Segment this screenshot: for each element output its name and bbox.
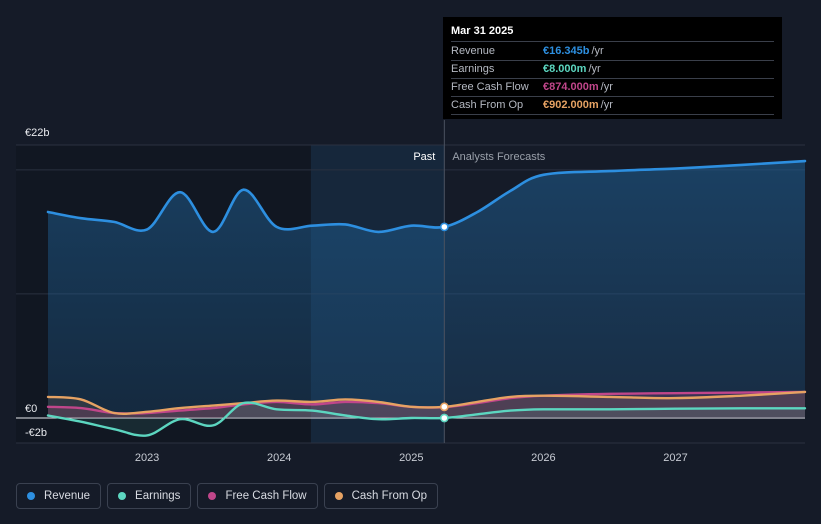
tooltip-label: Free Cash Flow xyxy=(451,81,529,93)
series-areas xyxy=(48,161,805,436)
legend-item-earnings[interactable]: Earnings xyxy=(107,483,192,509)
tooltip-unit: /yr xyxy=(591,45,604,57)
x-tick-label: 2024 xyxy=(267,452,291,464)
tooltip-value: €8.000m xyxy=(543,63,587,75)
tooltip-date: Mar 31 2025 xyxy=(451,24,774,42)
x-tick-label: 2026 xyxy=(531,452,555,464)
tooltip-label: Cash From Op xyxy=(451,99,524,111)
tooltip-label: Revenue xyxy=(451,45,496,57)
y-tick-label: €22b xyxy=(25,127,49,139)
tooltip-value: €902.000m xyxy=(543,99,599,111)
legend-dot-icon xyxy=(334,492,343,500)
marker-cash-from-op xyxy=(439,402,449,412)
y-tick-label: €0 xyxy=(25,403,37,415)
legend-item-free-cash-flow[interactable]: Free Cash Flow xyxy=(197,483,318,509)
tooltip-value: €16.345b xyxy=(543,45,590,57)
series-area-cash-from-op xyxy=(48,391,805,418)
x-tick-label: 2027 xyxy=(663,452,687,464)
tooltip: Mar 31 2025 Revenue €16.345b /yr Earning… xyxy=(443,17,782,119)
tooltip-label: Earnings xyxy=(451,63,495,75)
x-tick-label: 2025 xyxy=(399,452,423,464)
tooltip-unit: /yr xyxy=(588,63,601,75)
marker-revenue xyxy=(439,222,449,232)
series-area-revenue xyxy=(48,161,805,418)
tooltip-row-cash-from-op: Cash From Op €902.000m /yr xyxy=(451,97,774,115)
tooltip-unit: /yr xyxy=(600,99,613,111)
series-line-free-cash-flow xyxy=(46,390,807,415)
legend-label: Earnings xyxy=(135,490,181,502)
tooltip-unit: /yr xyxy=(600,81,613,93)
legend-dot-icon xyxy=(118,492,127,500)
legend-label: Cash From Op xyxy=(351,490,428,502)
legend-label: Free Cash Flow xyxy=(225,490,307,502)
tooltip-row-revenue: Revenue €16.345b /yr xyxy=(451,43,774,61)
forecast-label: Analysts Forecasts xyxy=(452,151,545,163)
series-area-earnings xyxy=(48,402,805,436)
tooltip-row-free-cash-flow: Free Cash Flow €874.000m /yr xyxy=(451,79,774,97)
legend-item-cash-from-op[interactable]: Cash From Op xyxy=(323,483,439,509)
series-area-free-cash-flow xyxy=(48,391,805,418)
past-label: Past xyxy=(413,151,435,163)
y-tick-label: -€2b xyxy=(25,427,47,439)
series-line-cash-from-op xyxy=(46,390,807,416)
x-tick-label: 2023 xyxy=(135,452,159,464)
legend-dot-icon xyxy=(208,492,217,500)
y-axis-labels: €22b €0 -€2b xyxy=(25,127,49,439)
legend: Revenue Earnings Free Cash Flow Cash Fro… xyxy=(16,483,439,511)
series-lines xyxy=(46,159,807,437)
legend-item-revenue[interactable]: Revenue xyxy=(16,483,102,509)
series-line-revenue xyxy=(46,159,807,234)
tooltip-value: €874.000m xyxy=(543,81,599,93)
legend-label: Revenue xyxy=(44,490,91,502)
tooltip-row-earnings: Earnings €8.000m /yr xyxy=(451,61,774,79)
x-axis-labels: 2023 2024 2025 2026 2027 xyxy=(135,452,688,464)
series-markers xyxy=(439,222,449,423)
marker-earnings xyxy=(439,413,449,423)
legend-dot-icon xyxy=(27,492,35,500)
series-line-earnings xyxy=(46,401,807,437)
